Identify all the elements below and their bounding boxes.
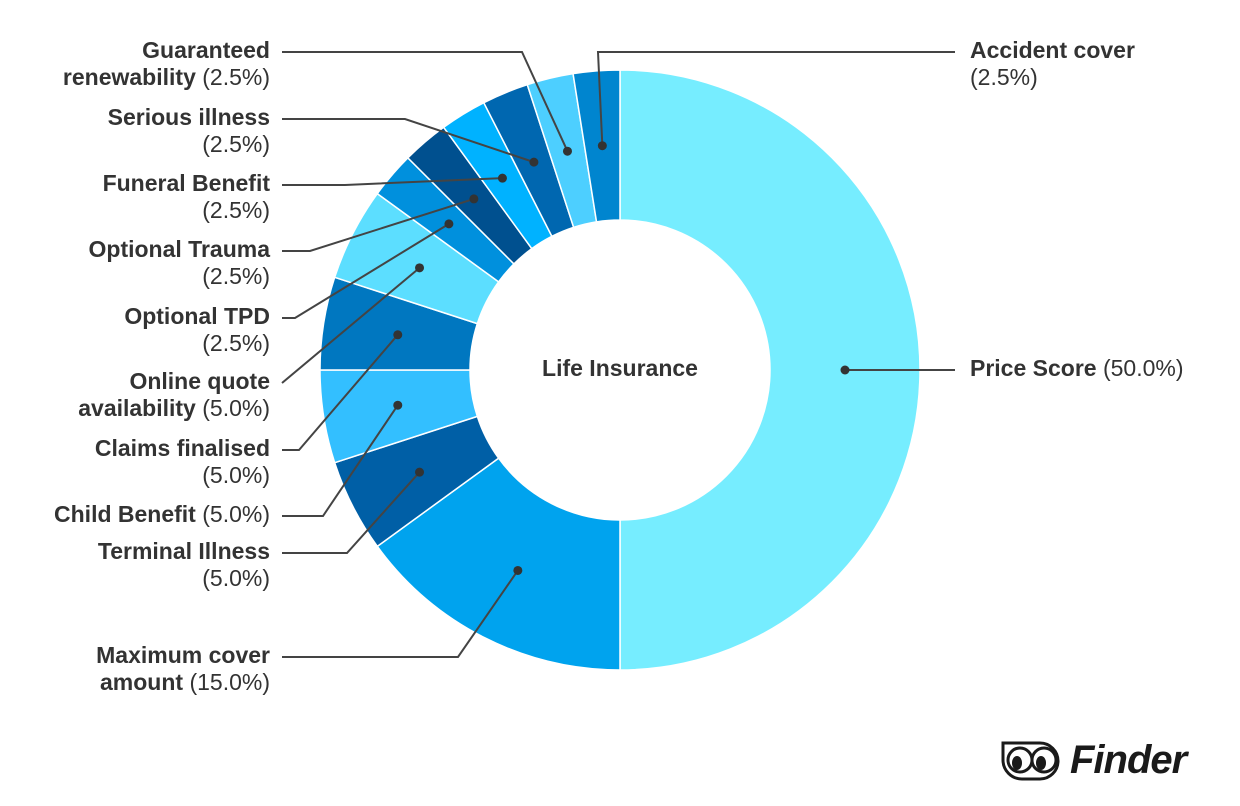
leader-line-child-benefit xyxy=(282,404,399,517)
label-name: Guaranteed xyxy=(142,37,270,63)
leader-line-terminal-illness xyxy=(282,471,421,554)
label-name: Serious illness xyxy=(108,104,270,130)
leader-line-online-quote-availability xyxy=(281,267,421,384)
leader-line-maximum-cover-amount xyxy=(282,569,519,658)
leader-line-accident-cover xyxy=(596,51,955,146)
label-claims-finalised: Claims finalised (5.0%) xyxy=(95,435,270,488)
leader-line-funeral-benefit xyxy=(282,177,503,186)
label-percent: (2.5%) xyxy=(202,330,270,356)
slice-accident-cover[interactable] xyxy=(572,69,621,223)
label-name: Accident cover xyxy=(970,37,1135,63)
label-terminal-illness: Terminal Illness (5.0%) xyxy=(98,538,270,591)
leader-dot-child-benefit xyxy=(393,400,403,410)
leader-dot-online-quote-availability xyxy=(415,263,425,273)
label-online-quote-availability: Online quote availability (5.0%) xyxy=(78,368,270,421)
label-name: Online quote xyxy=(129,368,270,394)
label-name: Child Benefit xyxy=(54,501,196,527)
leader-line-claims-finalised xyxy=(282,334,399,451)
label-optional-trauma: Optional Trauma (2.5%) xyxy=(89,236,271,289)
label-name: amount xyxy=(100,669,183,695)
label-maximum-cover-amount: Maximum cover amount (15.0%) xyxy=(96,642,270,695)
leader-line-optional-trauma xyxy=(282,197,475,252)
leader-line-serious-illness xyxy=(282,118,535,164)
finder-logo: Finder xyxy=(1000,738,1187,783)
leader-dot-optional-trauma xyxy=(469,194,479,204)
label-percent: (50.0%) xyxy=(1097,355,1184,381)
leader-dot-guaranteed-renewability xyxy=(562,146,572,156)
leader-dot-funeral-benefit xyxy=(497,173,507,183)
leader-dot-maximum-cover-amount xyxy=(513,565,523,575)
label-percent: (2.5%) xyxy=(202,131,270,157)
leader-dot-accident-cover xyxy=(597,141,607,151)
label-serious-illness: Serious illness (2.5%) xyxy=(108,104,270,157)
leader-dot-claims-finalised xyxy=(393,330,403,340)
label-funeral-benefit: Funeral Benefit (2.5%) xyxy=(103,170,271,223)
leader-line-optional-tpd xyxy=(282,223,450,319)
logo-text: Finder xyxy=(1070,738,1187,782)
label-accident-cover: Accident cover (2.5%) xyxy=(970,37,1135,90)
label-name: Claims finalised xyxy=(95,435,270,461)
label-name: Funeral Benefit xyxy=(103,170,271,196)
slice-price-score[interactable] xyxy=(619,69,921,671)
label-percent: (5.0%) xyxy=(202,462,270,488)
label-percent: (2.5%) xyxy=(202,263,270,289)
label-guaranteed-renewability: Guaranteed renewability (2.5%) xyxy=(63,37,270,90)
leader-dot-price-score xyxy=(840,365,850,375)
leader-line-guaranteed-renewability xyxy=(282,51,569,152)
label-name: Optional TPD xyxy=(124,303,270,329)
center-label: Life Insurance xyxy=(542,355,698,381)
label-name: Optional Trauma xyxy=(89,236,271,262)
label-percent: (5.0%) xyxy=(202,565,270,591)
label-child-benefit: Child Benefit (5.0%) xyxy=(54,501,270,527)
label-optional-tpd: Optional TPD (2.5%) xyxy=(124,303,270,356)
label-percent: (2.5%) xyxy=(970,64,1038,90)
leader-dot-serious-illness xyxy=(529,157,539,167)
leader-dot-terminal-illness xyxy=(415,467,425,477)
label-name: Terminal Illness xyxy=(98,538,270,564)
label-percent: (5.0%) xyxy=(196,501,270,527)
label-percent: (2.5%) xyxy=(202,197,270,223)
label-price-score: Price Score (50.0%) xyxy=(970,355,1184,381)
eyes-icon xyxy=(1001,741,1060,780)
label-percent: (15.0%) xyxy=(183,669,270,695)
label-percent: (5.0%) xyxy=(196,395,270,421)
slice-maximum-cover-amount[interactable] xyxy=(376,457,621,671)
label-percent: (2.5%) xyxy=(196,64,270,90)
label-name: Price Score xyxy=(970,355,1097,381)
label-name: Maximum cover xyxy=(96,642,270,668)
leader-dot-optional-tpd xyxy=(444,219,454,229)
label-name: availability xyxy=(78,395,196,421)
label-name: renewability xyxy=(63,64,196,90)
